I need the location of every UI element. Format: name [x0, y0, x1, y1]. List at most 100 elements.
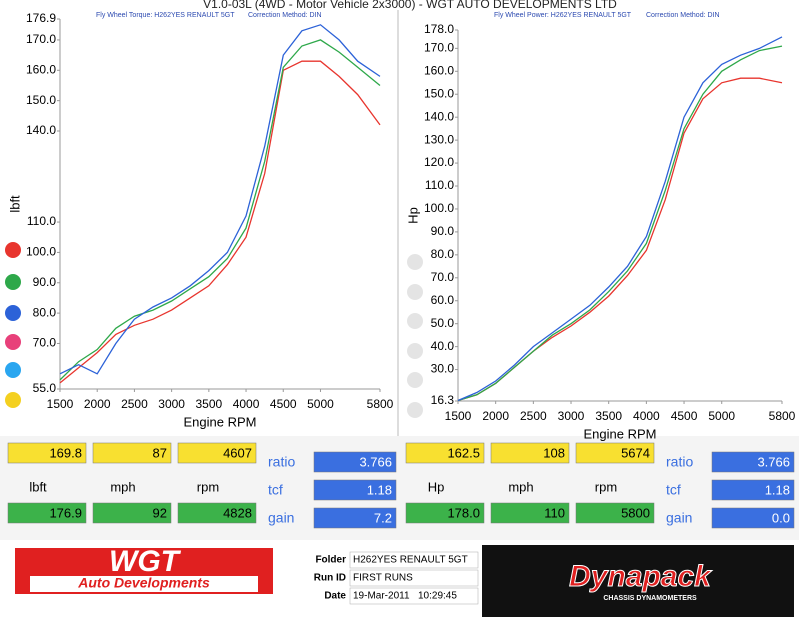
- y-axis-label: lbft: [7, 195, 22, 213]
- y-tick-label: 70.0: [431, 270, 455, 284]
- unit-label: rpm: [595, 479, 617, 494]
- series-line: [457, 45, 783, 402]
- run-dot: [407, 372, 423, 388]
- y-tick-label: 110.0: [425, 178, 454, 192]
- unit-label: lbft: [29, 479, 47, 494]
- max-value-box: [405, 502, 485, 524]
- run-dot: [5, 242, 21, 258]
- x-tick-label: 1500: [47, 397, 74, 411]
- max-value: 178.0: [447, 505, 480, 520]
- peak-value-box: [177, 442, 257, 464]
- setting-value-box: [711, 507, 795, 529]
- series-line: [457, 36, 783, 402]
- x-tick-label: 2500: [121, 397, 148, 411]
- header: V1.0-03L (4WD - Motor Vehicle 2x3000) - …: [203, 0, 617, 11]
- x-tick-label: 2500: [520, 409, 547, 423]
- setting-value-box: [313, 479, 397, 501]
- x-tick-label: 3000: [158, 397, 185, 411]
- x-tick-label: 4000: [633, 409, 660, 423]
- y-tick-label: 100.0: [424, 201, 454, 215]
- logo-band: [30, 576, 258, 592]
- setting-value: 0.0: [772, 510, 790, 525]
- max-value: 176.9: [49, 505, 82, 520]
- x-tick-label: 1500: [445, 409, 472, 423]
- setting-value: 1.18: [765, 482, 790, 497]
- run-dot: [5, 362, 21, 378]
- y-tick-label: 150.0: [26, 93, 56, 107]
- y-tick-label: 178.0: [424, 22, 454, 36]
- field-box: [349, 569, 479, 587]
- x-tick-label: 5000: [708, 409, 735, 423]
- x-tick-label: 5000: [307, 397, 334, 411]
- x-tick-label: 2000: [482, 409, 509, 423]
- peak-value: 5674: [621, 445, 650, 460]
- y-tick-label: 160.0: [26, 62, 56, 76]
- y-tick-label: 55.0: [33, 381, 57, 395]
- peak-value-box: [490, 442, 570, 464]
- brand-sub: CHASSIS DYNAMOMETERS: [603, 595, 697, 602]
- setting-value: 7.2: [374, 510, 392, 525]
- setting-label: gain: [666, 510, 692, 526]
- y-axis-label: Hp: [405, 207, 420, 224]
- run-dot: [5, 334, 21, 350]
- max-value: 4828: [223, 505, 252, 520]
- setting-label: tcf: [268, 482, 283, 498]
- unit-label: Hp: [428, 479, 445, 494]
- max-value: 92: [153, 505, 167, 520]
- y-tick-label: 80.0: [33, 305, 57, 319]
- run-dot: [5, 274, 21, 290]
- setting-value-box: [313, 507, 397, 529]
- x-tick-label: 5800: [367, 397, 394, 411]
- setting-value-box: [711, 451, 795, 473]
- y-tick-label: 120.0: [424, 155, 454, 169]
- peak-value: 169.8: [49, 445, 82, 460]
- setting-label: ratio: [666, 454, 693, 470]
- max-value-box: [490, 502, 570, 524]
- subtitle: Fly Wheel Torque: H262YES RENAULT 5GT: [96, 12, 235, 19]
- peak-value-box: [405, 442, 485, 464]
- field-label: Folder: [315, 555, 346, 566]
- series-line: [59, 24, 381, 375]
- y-tick-label: 150.0: [424, 86, 454, 100]
- field-time: 10:29:45: [418, 591, 457, 602]
- subtitle: Fly Wheel Power: H262YES RENAULT 5GT: [494, 12, 632, 19]
- field-box: [349, 551, 479, 569]
- unit-label: mph: [508, 479, 533, 494]
- x-tick-label: 2000: [84, 397, 111, 411]
- unit-label: mph: [110, 479, 135, 494]
- run-dot: [5, 392, 21, 408]
- setting-value-box: [313, 451, 397, 473]
- brand-text: Dynapack: [569, 560, 712, 593]
- field-box: [349, 587, 479, 605]
- y-tick-label: 80.0: [431, 247, 455, 261]
- logo-text: WGT: [109, 545, 182, 578]
- y-tick-label: 110.0: [27, 214, 56, 228]
- x-axis-label: Engine RPM: [184, 414, 257, 429]
- note: Correction Method: DIN: [646, 12, 720, 19]
- y-tick-label: 16.3: [431, 393, 455, 407]
- setting-value-box: [711, 479, 795, 501]
- setting-value: 3.766: [757, 454, 790, 469]
- max-value: 110: [544, 505, 565, 520]
- y-tick-label: 70.0: [33, 336, 57, 350]
- field-value: 19-Mar-2011: [353, 591, 410, 602]
- run-dot: [407, 343, 423, 359]
- brand-box: [482, 545, 794, 617]
- x-tick-label: 3500: [595, 409, 622, 423]
- max-value-box: [575, 502, 655, 524]
- peak-value-box: [575, 442, 655, 464]
- x-tick-label: 5800: [769, 409, 796, 423]
- x-tick-label: 4500: [270, 397, 297, 411]
- run-dot: [5, 305, 21, 321]
- y-tick-label: 140.0: [26, 123, 56, 137]
- series-line: [59, 39, 381, 381]
- max-value-box: [92, 502, 172, 524]
- run-dot: [407, 402, 423, 418]
- note: Correction Method: DIN: [248, 12, 322, 19]
- peak-value-box: [7, 442, 87, 464]
- setting-value: 3.766: [359, 454, 392, 469]
- setting-label: gain: [268, 510, 294, 526]
- max-value-box: [177, 502, 257, 524]
- y-tick-label: 50.0: [431, 316, 455, 330]
